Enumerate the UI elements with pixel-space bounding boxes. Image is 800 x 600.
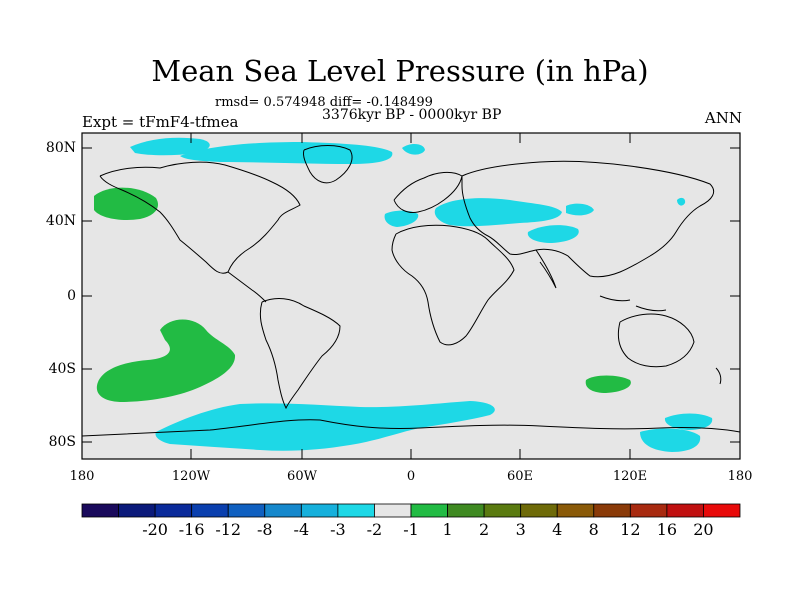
lon-label-60w: 60W: [287, 469, 317, 484]
lon-label-120e: 120E: [612, 469, 648, 484]
colorbar-box: [337, 503, 375, 518]
colorbar-label: -8: [256, 520, 273, 539]
coastline-north-america: [99, 161, 301, 274]
coastline-africa: [391, 224, 515, 346]
colorbar-box: [593, 503, 631, 518]
lat-label-40s: 40S: [48, 361, 76, 377]
colorbar-label: 20: [693, 520, 714, 539]
coastline-se-asia-islands: [599, 295, 667, 312]
colorbar-label: -12: [215, 520, 242, 539]
coastline-greenland: [303, 145, 353, 184]
colorbar-box: [300, 503, 339, 518]
anomaly-region-south-pacific: [96, 319, 236, 402]
colorbar-box: [154, 503, 193, 518]
colorbar-label: 2: [479, 520, 490, 539]
colorbar-box: [118, 503, 156, 518]
colorbar-label: -1: [403, 520, 419, 539]
colorbar-label: -4: [293, 520, 310, 539]
coastline-europe: [393, 171, 463, 213]
coastline-india: [535, 249, 557, 289]
anomaly-region-southern-ocean: [155, 401, 495, 451]
colorbar-label: -3: [330, 520, 346, 539]
lat-label-80s: 80S: [48, 434, 76, 450]
lat-label-0: 0: [67, 288, 76, 304]
colorbar-box: [629, 503, 668, 518]
coastline-south-america: [259, 298, 341, 410]
period-text: 3376kyr BP - 0000kyr BP: [322, 107, 502, 123]
axis-ticks: [82, 133, 740, 459]
lon-label-180w: 180: [69, 469, 95, 484]
coastline-central-america: [227, 271, 267, 303]
coastlines: [81, 145, 741, 437]
lon-label-120w: 120W: [171, 469, 211, 484]
colorbar-box: [81, 503, 119, 518]
colorbar-box: [191, 503, 229, 518]
colorbar-label: 3: [515, 520, 526, 539]
anomaly-regions: [94, 137, 713, 452]
colorbar-label: -16: [178, 520, 205, 539]
colorbar-label: 1: [442, 520, 453, 539]
anomaly-region-north-pacific: [94, 187, 159, 220]
colorbar-label: -2: [366, 520, 383, 539]
colorbar-box: [447, 503, 485, 518]
colorbar-box: [483, 503, 522, 518]
coastline-new-zealand: [715, 367, 722, 385]
colorbar-box: [703, 503, 741, 518]
map-title: Mean Sea Level Pressure (in hPa): [151, 54, 649, 88]
lon-label-60e: 60E: [506, 469, 534, 484]
coastline-australia: [617, 313, 695, 368]
map-background: [82, 133, 740, 459]
anomaly-region-indian-ocean-south: [664, 413, 713, 430]
anomaly-region-greenland: [180, 142, 393, 164]
anomaly-region-pacific-south: [640, 428, 701, 452]
anomaly-region-europe: [384, 210, 419, 227]
colorbar-label: 12: [620, 520, 641, 539]
colorbar-box: [556, 503, 595, 518]
colorbar-label: 8: [588, 520, 599, 539]
coastline-antarctica: [81, 419, 741, 437]
anomaly-region-east-asia: [566, 203, 594, 216]
colorbar: [81, 503, 741, 518]
colorbar-box: [227, 503, 266, 518]
anomaly-region-south-asia: [527, 225, 579, 243]
stats-text: rmsd= 0.574948 diff= -0.148499: [215, 95, 433, 110]
lat-label-80n: 80N: [45, 140, 76, 156]
anomaly-region-japan: [677, 197, 686, 206]
colorbar-box: [374, 503, 412, 518]
colorbar-box: [410, 503, 448, 518]
coastline-asia: [461, 160, 715, 278]
lon-label-0: 0: [406, 469, 416, 484]
anomaly-region-arctic-canada: [130, 137, 210, 156]
lat-label-40n: 40N: [45, 213, 76, 229]
anomaly-region-arctic-east: [402, 144, 425, 155]
anomaly-region-south-indian: [585, 375, 631, 393]
anomaly-region-central-asia: [434, 198, 562, 227]
colorbar-box: [666, 503, 704, 518]
season-label: ANN: [704, 109, 742, 127]
colorbar-box: [264, 503, 302, 518]
colorbar-label: 4: [552, 520, 563, 539]
colorbar-box: [520, 503, 558, 518]
experiment-label: Expt = tFmF4-tfmea: [82, 113, 239, 131]
colorbar-label: -20: [142, 520, 168, 539]
colorbar-label: 16: [656, 520, 678, 539]
lon-label-180e: 180: [727, 469, 753, 484]
